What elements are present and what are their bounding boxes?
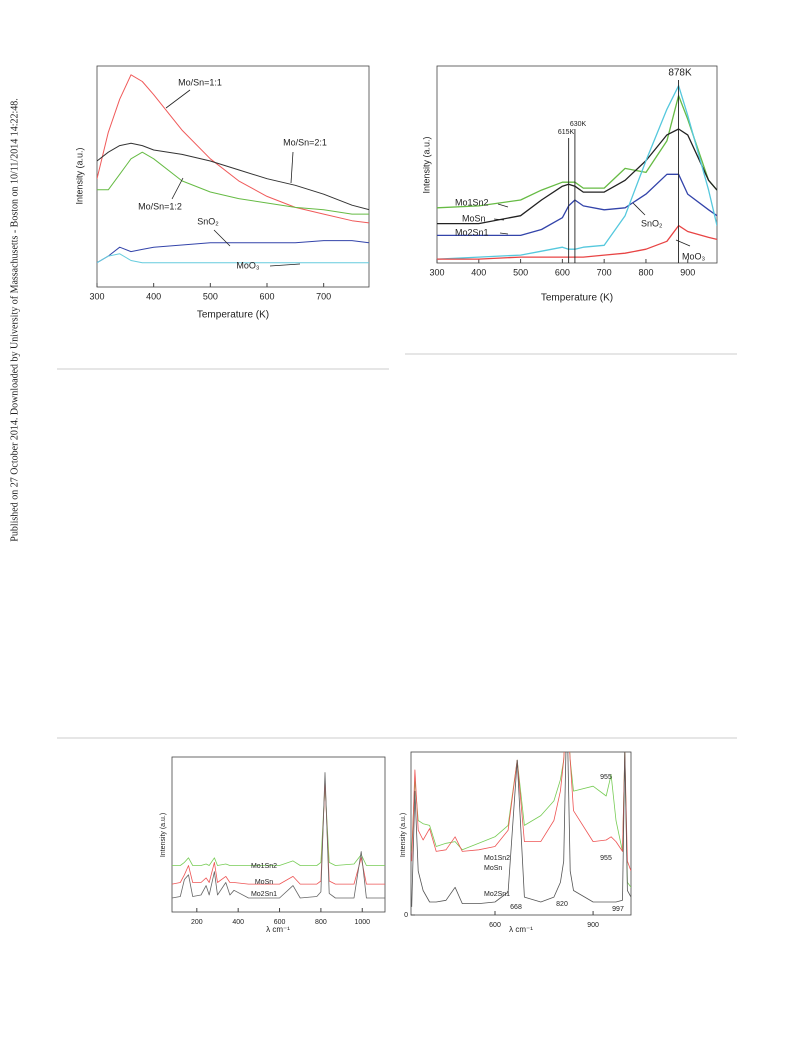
series-label: MoO₃ xyxy=(682,251,706,261)
series-label: Mo2Sn1 xyxy=(455,227,489,237)
chart: 300 400 500 600 700 Temperature (K) Intensity … xyxy=(74,65,370,321)
series-label: Mo1Sn2 xyxy=(455,197,489,207)
x-tick-label: 400 xyxy=(146,291,161,301)
series-line xyxy=(411,752,631,872)
label-arrow xyxy=(269,263,301,267)
y-axis-label: Intensity (a.u.) xyxy=(160,813,167,857)
series-line xyxy=(437,94,717,209)
x-tick-label: 700 xyxy=(597,267,612,277)
plot-area xyxy=(411,752,631,907)
peak-label: 820 xyxy=(556,901,568,908)
x-tick-label: 700 xyxy=(316,291,331,301)
marker-label: 630K xyxy=(570,121,587,128)
y-axis-label: Intensity (a.u.) xyxy=(74,147,84,204)
series-line xyxy=(97,74,369,224)
series-label: MoSn xyxy=(484,865,502,872)
series-label: Mo1Sn2 xyxy=(484,855,510,862)
series-label: MoSn xyxy=(462,213,486,223)
x-tick-label: 400 xyxy=(471,267,486,277)
x-tick-label: 900 xyxy=(587,922,599,929)
series-label: Mo/Sn=1:1 xyxy=(178,77,222,87)
x-tick-label: 500 xyxy=(203,291,218,301)
series-label: MoO₃ xyxy=(236,260,260,270)
plot-frame xyxy=(410,751,632,916)
x-tick-label: 900 xyxy=(680,267,695,277)
label-arrow xyxy=(290,151,294,184)
x-tick-label: 300 xyxy=(89,291,104,301)
peak-label: 997 xyxy=(612,906,624,913)
plot-frame xyxy=(171,756,386,913)
x-tick-label: 800 xyxy=(315,919,327,926)
plot-area xyxy=(172,772,385,899)
label-arrow xyxy=(632,202,646,216)
chart: 300 400 500 600 700 800 900 Temperature (K) Inte… xyxy=(421,65,718,304)
x-tick-label: 800 xyxy=(638,267,653,277)
x-tick-label: 500 xyxy=(513,267,528,277)
series-label: Mo2Sn1 xyxy=(251,891,277,898)
series-label: Mo1Sn2 xyxy=(251,863,277,870)
series-line xyxy=(172,779,385,885)
chart: 600 900 0 λ cm⁻¹ Intensity (a.u.) Mo1Sn2 MoSn M… xyxy=(400,751,632,934)
series-line xyxy=(172,772,385,899)
y-tick-label: 0 xyxy=(404,912,408,919)
marker-label: 878K xyxy=(668,68,692,79)
x-tick-label: 200 xyxy=(191,919,203,926)
peak-label: 955 xyxy=(600,774,612,781)
series-label: MoSn xyxy=(255,879,273,886)
label-arrow xyxy=(213,229,231,247)
x-tick-label: 600 xyxy=(259,291,274,301)
label-arrow xyxy=(497,203,509,208)
series-line xyxy=(437,173,717,237)
x-tick-label: 300 xyxy=(429,267,444,277)
x-tick-label: 600 xyxy=(489,922,501,929)
series-line xyxy=(172,784,385,866)
series-line xyxy=(411,752,631,907)
label-arrow xyxy=(171,177,184,200)
plot-frame xyxy=(96,65,370,288)
x-tick-label: 400 xyxy=(232,919,244,926)
series-line xyxy=(411,752,631,888)
series-line xyxy=(97,253,369,264)
x-tick-label: 1000 xyxy=(354,919,370,926)
series-line xyxy=(97,240,369,264)
sidebar-note: Published on 27 October 2014. Downloaded… xyxy=(9,98,20,541)
plot-area xyxy=(97,74,369,264)
series-label: SnO₂ xyxy=(641,218,663,228)
series-line xyxy=(97,151,369,215)
series-line xyxy=(97,142,369,211)
peak-label: 668 xyxy=(510,904,522,911)
plot-area xyxy=(437,85,717,260)
series-line xyxy=(437,85,717,260)
series-label: SnO₂ xyxy=(197,216,219,226)
x-axis-label: Temperature (K) xyxy=(541,293,613,304)
x-axis-label: λ cm⁻¹ xyxy=(266,925,290,934)
y-axis-label: Intensity (a.u.) xyxy=(421,136,431,193)
x-tick-label: 600 xyxy=(555,267,570,277)
x-tick-label: 600 xyxy=(274,919,286,926)
label-arrow xyxy=(675,239,691,247)
plot-frame xyxy=(436,65,718,264)
marker-label: 615K xyxy=(558,129,575,136)
series-label: Mo/Sn=2:1 xyxy=(283,137,327,147)
series-line xyxy=(437,128,717,225)
label-arrow xyxy=(499,232,509,235)
series-label: Mo/Sn=1:2 xyxy=(138,201,182,211)
y-axis-label: Intensity (a.u.) xyxy=(400,813,407,857)
x-axis-label: λ cm⁻¹ xyxy=(509,925,533,934)
chart: 200 400 600 800 1000 λ cm⁻¹ Intensity (a.u.) Mo… xyxy=(160,756,386,934)
label-arrow xyxy=(165,89,191,109)
peak-label: 955 xyxy=(600,855,612,862)
label-arrow xyxy=(493,218,505,221)
x-axis-label: Temperature (K) xyxy=(197,310,269,321)
series-label: Mo2Sn1 xyxy=(484,891,510,898)
series-line xyxy=(437,224,717,260)
